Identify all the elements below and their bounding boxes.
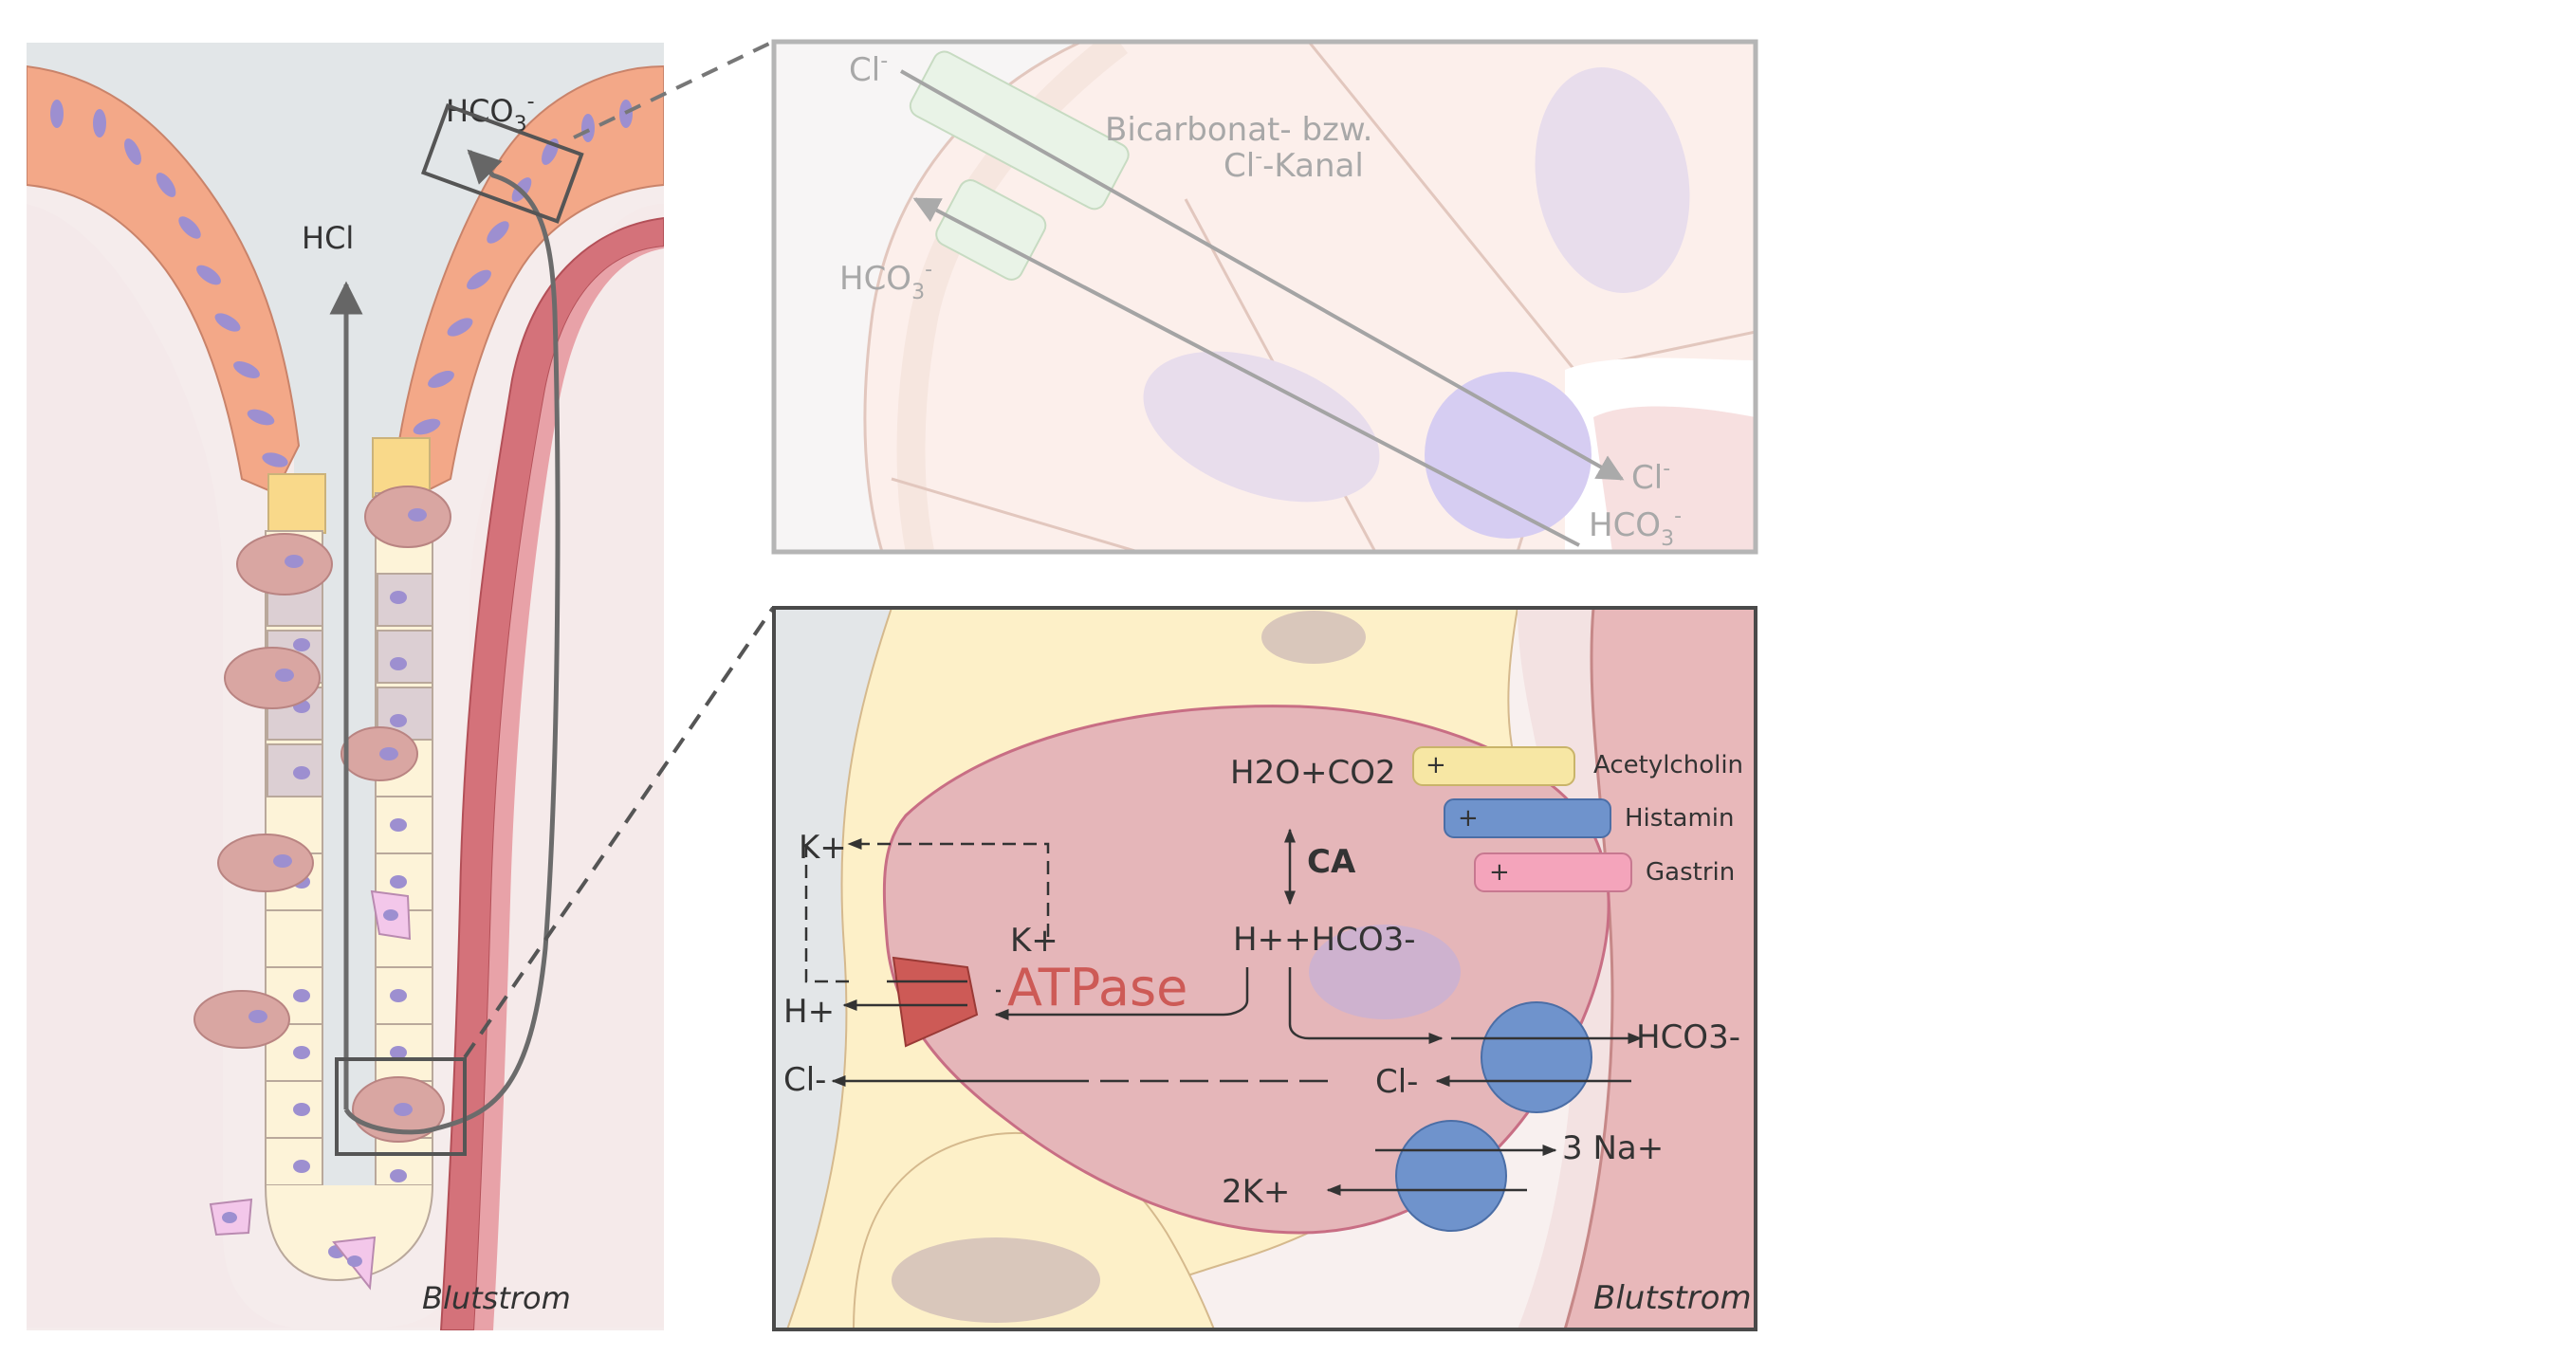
surface-detail-panel: Cl- Bicarbonat- bzw. Cl--Kanal HCO3- Cl-…: [771, 39, 1758, 555]
k-inner-label: K+: [1010, 922, 1058, 960]
receptor-histamin-label: Histamin: [1625, 804, 1734, 833]
receptor-histamin: [1444, 798, 1611, 838]
surface-out-cl-label: Cl-: [1631, 457, 1670, 497]
hcl-label: HCl: [302, 220, 354, 256]
gland-bloodstream-label: Blutstrom: [422, 1280, 571, 1316]
detail-bloodstream-label: Blutstrom: [1593, 1279, 1752, 1317]
h-outer-label: H+: [783, 993, 835, 1031]
cl-inner-label: Cl-: [1375, 1063, 1418, 1101]
parietal-zoom-box: [335, 1057, 467, 1156]
receptor-acetylcholin-sign: +: [1426, 751, 1446, 779]
receptor-gastrin-sign: +: [1489, 858, 1510, 887]
connector-top: [573, 40, 774, 139]
surface-cl-label: Cl-: [849, 49, 888, 89]
receptor-gastrin-label: Gastrin: [1646, 858, 1735, 887]
h-hco3-label: H++HCO3-: [1233, 921, 1416, 959]
k2-label: 2K+: [1222, 1173, 1290, 1211]
receptor-acetylcholin-label: Acetylcholin: [1593, 751, 1743, 779]
na-label: 3 Na+: [1562, 1129, 1664, 1167]
surface-hco3-label: HCO3-: [839, 258, 932, 304]
cl-outer-label: Cl-: [783, 1061, 826, 1099]
receptor-histamin-sign: +: [1458, 804, 1479, 833]
channel-label-line2: Cl--Kanal: [1224, 145, 1364, 185]
hco3-gland-label: HCO3-: [446, 90, 535, 137]
receptor-gastrin: [1474, 852, 1632, 892]
h2o-co2-label: H2O+CO2: [1230, 754, 1396, 792]
channel-label-line1: Bicarbonat- bzw.: [1105, 111, 1372, 149]
connector-bottom: [463, 606, 775, 1059]
hco3-cl-exchanger: [1481, 1001, 1592, 1113]
na-k-pump: [1395, 1120, 1507, 1232]
parietal-detail-panel: H2O+CO2 CA H++HCO3- ATPase K+ K+ H+ Cl- …: [772, 606, 1757, 1331]
atpase-label: ATPase: [1007, 958, 1187, 1017]
ca-label: CA: [1307, 843, 1356, 881]
atpase-pump: [892, 956, 979, 1048]
surface-zoom-box: [420, 103, 584, 224]
gastric-gland-panel: HCl HCO3- Blutstrom: [27, 43, 664, 1330]
receptor-acetylcholin: [1412, 746, 1575, 786]
hco3-out-label: HCO3-: [1636, 1018, 1740, 1056]
k-outer-label: K+: [799, 829, 847, 867]
surface-out-hco3-label: HCO3-: [1589, 504, 1682, 551]
